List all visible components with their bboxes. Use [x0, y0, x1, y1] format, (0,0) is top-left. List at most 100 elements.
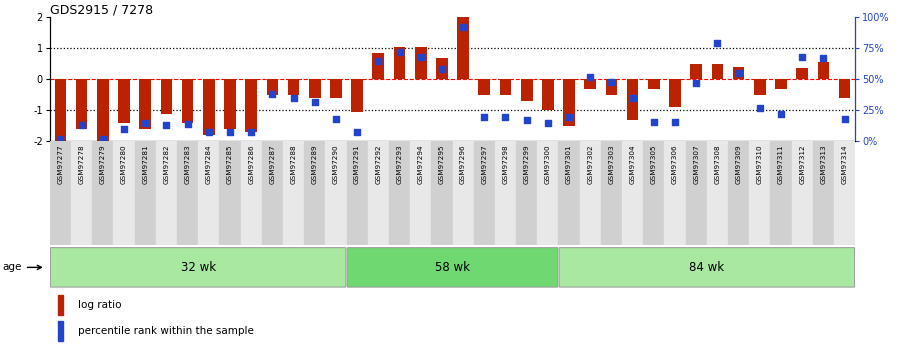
- Point: [308, 99, 322, 105]
- Bar: [817, 62, 829, 79]
- Bar: [351, 79, 363, 112]
- Bar: [304, 141, 325, 245]
- Bar: [71, 141, 92, 245]
- Point: [605, 79, 619, 85]
- Text: GSM97277: GSM97277: [57, 145, 63, 184]
- Point: [646, 119, 661, 124]
- Text: GSM97304: GSM97304: [630, 145, 635, 184]
- Text: GSM97303: GSM97303: [608, 145, 614, 184]
- FancyBboxPatch shape: [348, 248, 557, 287]
- Bar: [770, 141, 792, 245]
- Bar: [436, 58, 448, 79]
- Bar: [813, 141, 834, 245]
- Point: [499, 114, 513, 119]
- Point: [583, 74, 597, 80]
- Text: GSM97306: GSM97306: [672, 145, 678, 184]
- Bar: [776, 79, 786, 89]
- Point: [434, 67, 449, 72]
- Text: GSM97284: GSM97284: [205, 145, 212, 184]
- Bar: [495, 141, 516, 245]
- Bar: [749, 141, 770, 245]
- Bar: [245, 79, 257, 132]
- Bar: [182, 79, 194, 123]
- Point: [477, 114, 491, 119]
- Text: GSM97307: GSM97307: [693, 145, 700, 184]
- Bar: [135, 141, 156, 245]
- Bar: [394, 47, 405, 79]
- Bar: [733, 67, 745, 79]
- Bar: [686, 141, 707, 245]
- Bar: [728, 141, 749, 245]
- Point: [562, 114, 576, 119]
- Bar: [50, 141, 71, 245]
- Bar: [330, 79, 342, 98]
- Point: [731, 70, 746, 76]
- Bar: [198, 141, 219, 245]
- Point: [329, 116, 343, 122]
- Bar: [542, 79, 554, 110]
- Bar: [432, 141, 452, 245]
- Bar: [754, 79, 766, 95]
- FancyBboxPatch shape: [51, 248, 346, 287]
- Text: 32 wk: 32 wk: [181, 261, 215, 274]
- Bar: [839, 79, 851, 98]
- Text: GSM97278: GSM97278: [79, 145, 84, 184]
- Point: [774, 111, 788, 117]
- Text: GSM97281: GSM97281: [142, 145, 148, 184]
- Text: GSM97287: GSM97287: [270, 145, 275, 184]
- Bar: [367, 141, 389, 245]
- Point: [371, 58, 386, 63]
- Point: [223, 129, 237, 134]
- Bar: [452, 141, 473, 245]
- Bar: [521, 79, 532, 101]
- Bar: [643, 141, 664, 245]
- Bar: [664, 141, 686, 245]
- Point: [138, 120, 152, 126]
- Bar: [622, 141, 643, 245]
- Bar: [648, 79, 660, 89]
- Bar: [563, 79, 575, 126]
- Bar: [156, 141, 177, 245]
- Bar: [627, 79, 639, 120]
- Bar: [605, 79, 617, 95]
- Point: [519, 118, 534, 123]
- Bar: [796, 68, 808, 79]
- Bar: [266, 79, 278, 95]
- Bar: [414, 47, 426, 79]
- Bar: [669, 79, 681, 107]
- Text: GSM97310: GSM97310: [757, 145, 763, 184]
- Text: GSM97295: GSM97295: [439, 145, 445, 184]
- Text: log ratio: log ratio: [78, 300, 121, 310]
- Text: GSM97282: GSM97282: [164, 145, 169, 184]
- Bar: [283, 141, 304, 245]
- Text: GSM97294: GSM97294: [418, 145, 424, 184]
- Bar: [691, 64, 702, 79]
- Text: GSM97293: GSM97293: [396, 145, 403, 184]
- FancyBboxPatch shape: [559, 248, 854, 287]
- Bar: [119, 79, 129, 123]
- Text: GSM97300: GSM97300: [545, 145, 551, 184]
- Text: GSM97291: GSM97291: [354, 145, 360, 184]
- Bar: [219, 141, 241, 245]
- Bar: [479, 79, 491, 95]
- Bar: [92, 141, 113, 245]
- Bar: [707, 141, 728, 245]
- Bar: [325, 141, 347, 245]
- Text: GSM97292: GSM97292: [376, 145, 381, 184]
- Point: [753, 105, 767, 111]
- Point: [74, 122, 89, 128]
- Bar: [457, 17, 469, 79]
- Text: age: age: [3, 263, 42, 272]
- Bar: [601, 141, 622, 245]
- Bar: [160, 79, 172, 114]
- Bar: [58, 295, 63, 315]
- Text: GSM97314: GSM97314: [842, 145, 848, 184]
- Bar: [580, 141, 601, 245]
- Bar: [711, 64, 723, 79]
- Bar: [516, 141, 538, 245]
- Text: GSM97286: GSM97286: [248, 145, 254, 184]
- Point: [795, 54, 809, 60]
- Bar: [139, 79, 151, 129]
- Bar: [241, 141, 262, 245]
- Point: [414, 54, 428, 60]
